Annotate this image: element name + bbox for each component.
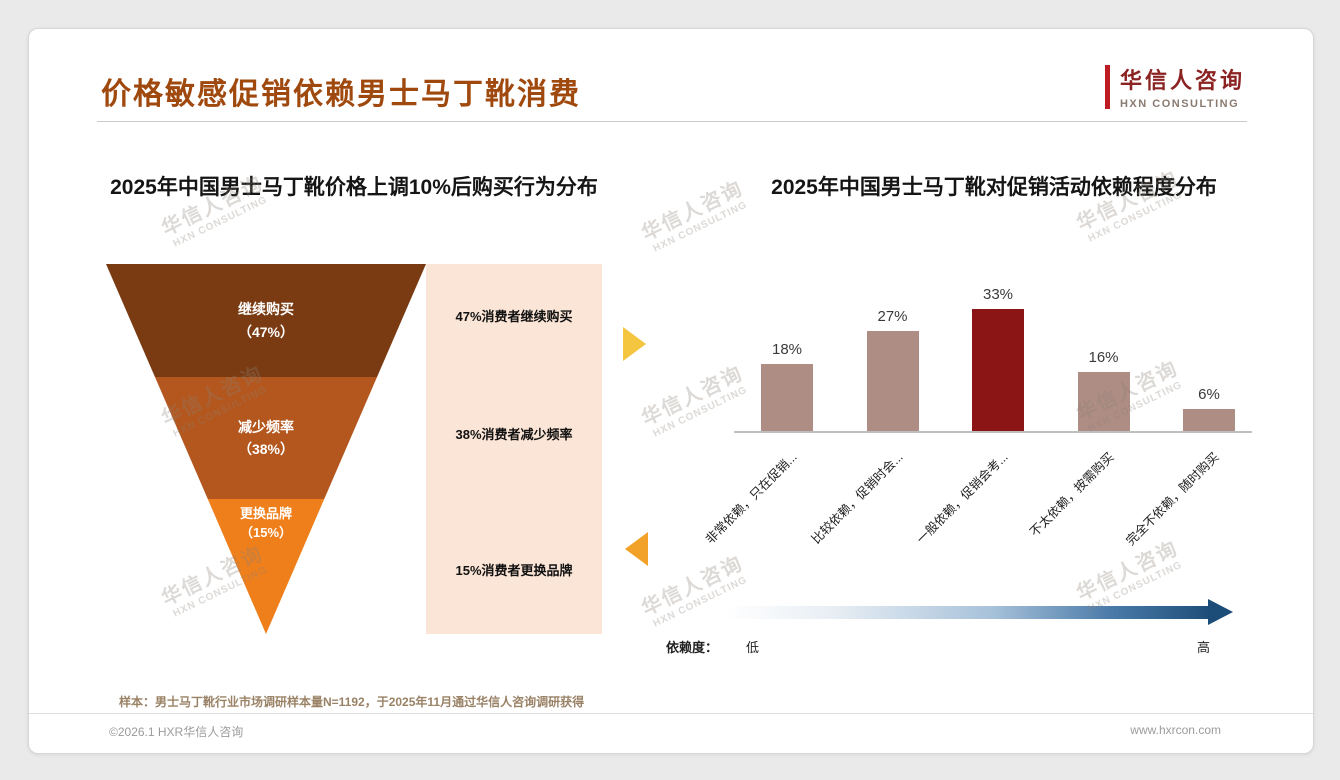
- bar-2: [972, 308, 1024, 431]
- funnel-segment-continue: 继续购买 （47%）: [106, 264, 426, 377]
- dependency-axis-label: 依赖度：: [666, 640, 719, 655]
- funnel-segment-value: （38%）: [237, 441, 295, 457]
- bar-value-label: 27%: [877, 308, 908, 326]
- funnel-segment-value: （15%）: [239, 524, 293, 540]
- bar-1: [866, 331, 919, 431]
- logo-text: 华信人咨询 HXN CONSULTING: [1120, 63, 1245, 110]
- page-title: 价格敏感促销依赖男士马丁靴消费: [101, 78, 581, 111]
- funnel-segment-label: 减少频率: [238, 418, 294, 435]
- funnel-annotation-panel: 47%消费者继续购买 38%消费者减少频率 15%消费者更换品牌: [426, 264, 602, 634]
- funnel-chart: 继续购买 （47%） 减少频率 （38%） 更换品牌 （15%）: [106, 264, 426, 634]
- bar-0: [761, 364, 813, 431]
- funnel-segment-switch: 更换品牌 （15%）: [207, 499, 325, 634]
- footer-copyright: ©2026.1 HXR华信人咨询: [109, 725, 244, 739]
- dependency-high-label: 高: [1197, 640, 1211, 655]
- sample-note: 样本：男士马丁靴行业市场调研样本量N=1192，于2025年11月通过华信人咨询…: [119, 695, 585, 709]
- footer-website: www.hxrcon.com: [1130, 723, 1221, 737]
- funnel-segment-value: （47%）: [237, 323, 295, 340]
- header-divider: [97, 121, 1247, 122]
- watermark: 华信人咨询 HXN CONSULTING: [1073, 167, 1185, 245]
- funnel-annotation: 15%消费者更换品牌: [455, 563, 573, 578]
- slide-card: 价格敏感促销依赖男士马丁靴消费 华信人咨询 HXN CONSULTING 202…: [28, 28, 1314, 754]
- right-arrow-icon: [623, 327, 646, 361]
- funnel-chart-title: 2025年中国男士马丁靴价格上调10%后购买行为分布: [110, 176, 598, 199]
- bar-value-label: 33%: [982, 285, 1014, 303]
- bar-4: [1183, 408, 1235, 431]
- footer-divider: [29, 713, 1313, 714]
- left-arrow-icon: [625, 532, 648, 566]
- bar-3: [1077, 371, 1130, 431]
- bar-value-label: 18%: [771, 341, 803, 359]
- bar-value-label: 6%: [1198, 385, 1220, 403]
- funnel-segment-label: 更换品牌: [239, 506, 292, 521]
- logo-company-name-en: HXN CONSULTING: [1119, 98, 1240, 110]
- bar-xlabels: 非常依赖，只在促销... 比较依赖，促销时会... 一般依赖，促销会考... 不太依赖…: [703, 435, 1251, 595]
- funnel-annotation: 38%消费者减少频率: [455, 427, 573, 442]
- bar-value-label: 16%: [1088, 348, 1119, 366]
- dependency-gradient-arrow: [726, 606, 1208, 619]
- logo-mark: [1104, 64, 1110, 109]
- x-axis-line: [734, 431, 1252, 433]
- logo-company-name: 华信人咨询: [1119, 68, 1245, 93]
- company-logo: 华信人咨询 HXN CONSULTING: [1104, 63, 1245, 110]
- bar-chart-title: 2025年中国男士马丁靴对促销活动依赖程度分布: [771, 176, 1217, 199]
- funnel-annotation: 47%消费者继续购买: [455, 309, 573, 324]
- bar-plot: 18% 27% 33% 16% 6%: [736, 266, 1251, 431]
- dependency-arrow-head-icon: [1208, 599, 1233, 625]
- funnel-segment-label: 继续购买: [238, 301, 294, 318]
- funnel-segment-reduce: 减少频率 （38%）: [154, 377, 378, 499]
- dependency-low-label: 低: [746, 640, 760, 655]
